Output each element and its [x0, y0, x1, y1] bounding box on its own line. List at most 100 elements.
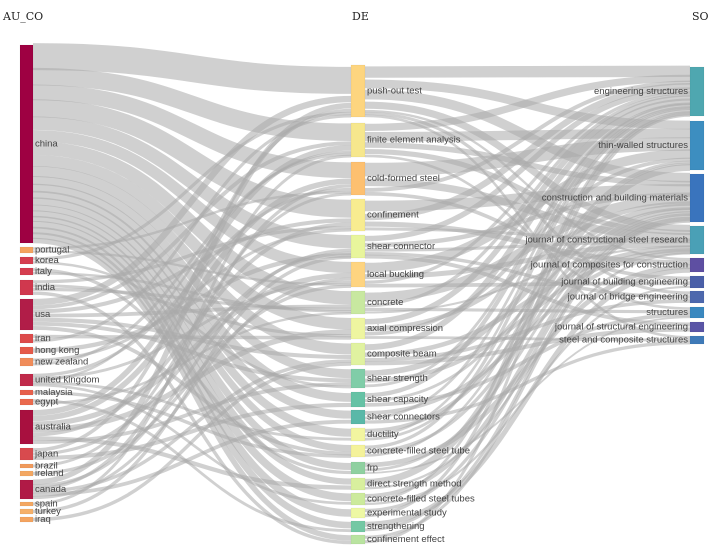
node-direct-strength-method[interactable] [350, 477, 366, 491]
node-egypt[interactable] [19, 398, 34, 406]
sankey-link [32, 141, 352, 310]
node-confinement[interactable] [350, 198, 366, 232]
sankey-link [32, 362, 352, 522]
node-label-concrete: concrete [367, 297, 403, 308]
node-shear-capacity[interactable] [350, 391, 366, 408]
node-confinement-effect[interactable] [350, 534, 366, 545]
node-label-local-buckling: local buckling [367, 269, 424, 280]
node-shear-strength[interactable] [350, 368, 366, 389]
node-label-journal-of-bridge-engineering: journal of bridge engineering [567, 292, 688, 303]
node-label-engineering-structures: engineering structures [594, 86, 688, 97]
sankey-link [364, 112, 691, 518]
sankey-link [32, 291, 352, 545]
node-label-india: india [35, 282, 56, 293]
node-label-construction-and-building-materials: construction and building materials [542, 193, 689, 204]
sankey-link [364, 80, 691, 192]
node-label-australia: australia [35, 422, 72, 433]
node-label-egypt: egypt [35, 397, 59, 408]
sankey-link [364, 203, 691, 377]
node-italy[interactable] [19, 267, 34, 276]
sankey-link [32, 253, 352, 353]
node-composite-beam[interactable] [350, 342, 366, 366]
sankey-link [32, 390, 352, 458]
node-engineering-structures[interactable] [689, 66, 705, 117]
node-label-steel-and-composite-structures: steel and composite structures [559, 335, 688, 346]
node-label-thin-walled-structures: thin-walled structures [598, 140, 688, 151]
node-finite-element-analysis[interactable] [350, 122, 366, 158]
node-hong-kong[interactable] [19, 346, 34, 355]
node-axial-compression[interactable] [350, 317, 366, 340]
column-title-au-co: AU_CO [2, 10, 43, 23]
node-label-korea: korea [35, 255, 59, 266]
node-shear-connector[interactable] [350, 234, 366, 259]
node-united-kingdom[interactable] [19, 373, 34, 387]
node-journal-of-building-engineering[interactable] [689, 275, 705, 289]
node-new-zealand[interactable] [19, 357, 34, 367]
node-china[interactable] [19, 44, 34, 244]
node-usa[interactable] [19, 298, 34, 331]
node-experimental-study[interactable] [350, 507, 366, 519]
node-ireland[interactable] [19, 470, 34, 477]
node-frp[interactable] [350, 461, 366, 475]
node-strengthening[interactable] [350, 520, 366, 533]
node-push-out-test[interactable] [350, 64, 366, 118]
sankey-link [32, 399, 352, 533]
node-india[interactable] [19, 279, 34, 296]
node-label-ductility: ductility [367, 429, 399, 440]
node-label-canada: canada [35, 484, 67, 495]
sankey-link [364, 65, 691, 78]
sankey-link [364, 106, 691, 420]
node-label-italy: italy [35, 266, 52, 277]
sankey-link [364, 95, 691, 325]
sankey-link [364, 137, 691, 177]
node-iran[interactable] [19, 333, 34, 344]
node-label-hong-kong: hong kong [35, 345, 79, 356]
sankey-link [32, 67, 352, 141]
node-iraq[interactable] [19, 516, 34, 523]
node-ductility[interactable] [350, 427, 366, 442]
node-journal-of-composites-for-construction[interactable] [689, 257, 705, 273]
node-label-direct-strength-method: direct strength method [367, 479, 462, 490]
node-spain[interactable] [19, 501, 34, 507]
sankey-link [32, 271, 352, 313]
sankey-link [364, 191, 691, 281]
node-journal-of-structural-engineering[interactable] [689, 321, 705, 333]
node-local-buckling[interactable] [350, 261, 366, 288]
sankey-link [364, 113, 691, 544]
node-label-ireland: ireland [35, 468, 64, 479]
node-concrete-filled-steel-tube[interactable] [350, 444, 366, 458]
node-label-experimental-study: experimental study [367, 508, 447, 519]
node-label-shear-capacity: shear capacity [367, 394, 429, 405]
node-construction-and-building-materials[interactable] [689, 173, 705, 223]
node-concrete[interactable] [350, 290, 366, 315]
node-structures[interactable] [689, 306, 705, 319]
node-steel-and-composite-structures[interactable] [689, 335, 705, 345]
sankey-link [32, 152, 352, 366]
node-journal-of-constructional-steel-research[interactable] [689, 225, 705, 255]
node-label-cold-formed-steel: cold-formed steel [367, 173, 440, 184]
node-canada[interactable] [19, 479, 34, 500]
node-thin-walled-structures[interactable] [689, 120, 705, 171]
node-portugal[interactable] [19, 246, 34, 254]
sankey-link [32, 154, 352, 330]
sankey-link [32, 197, 352, 437]
sankey-link [32, 334, 352, 340]
node-korea[interactable] [19, 256, 34, 265]
node-concrete-filled-steel-tubes[interactable] [350, 492, 366, 506]
sankey-link [364, 83, 691, 221]
node-turkey[interactable] [19, 508, 34, 515]
node-label-confinement: confinement [367, 210, 419, 221]
sankey-link [32, 43, 352, 94]
node-shear-connectors[interactable] [350, 409, 366, 425]
node-cold-formed-steel[interactable] [350, 161, 366, 196]
sankey-link [364, 74, 691, 132]
node-journal-of-bridge-engineering[interactable] [689, 290, 705, 304]
node-japan[interactable] [19, 447, 34, 461]
node-australia[interactable] [19, 409, 34, 445]
sankey-link [364, 160, 691, 441]
sankey-link [364, 213, 691, 472]
sankey-link [364, 91, 691, 284]
node-malaysia[interactable] [19, 389, 34, 396]
node-brazil[interactable] [19, 463, 34, 469]
